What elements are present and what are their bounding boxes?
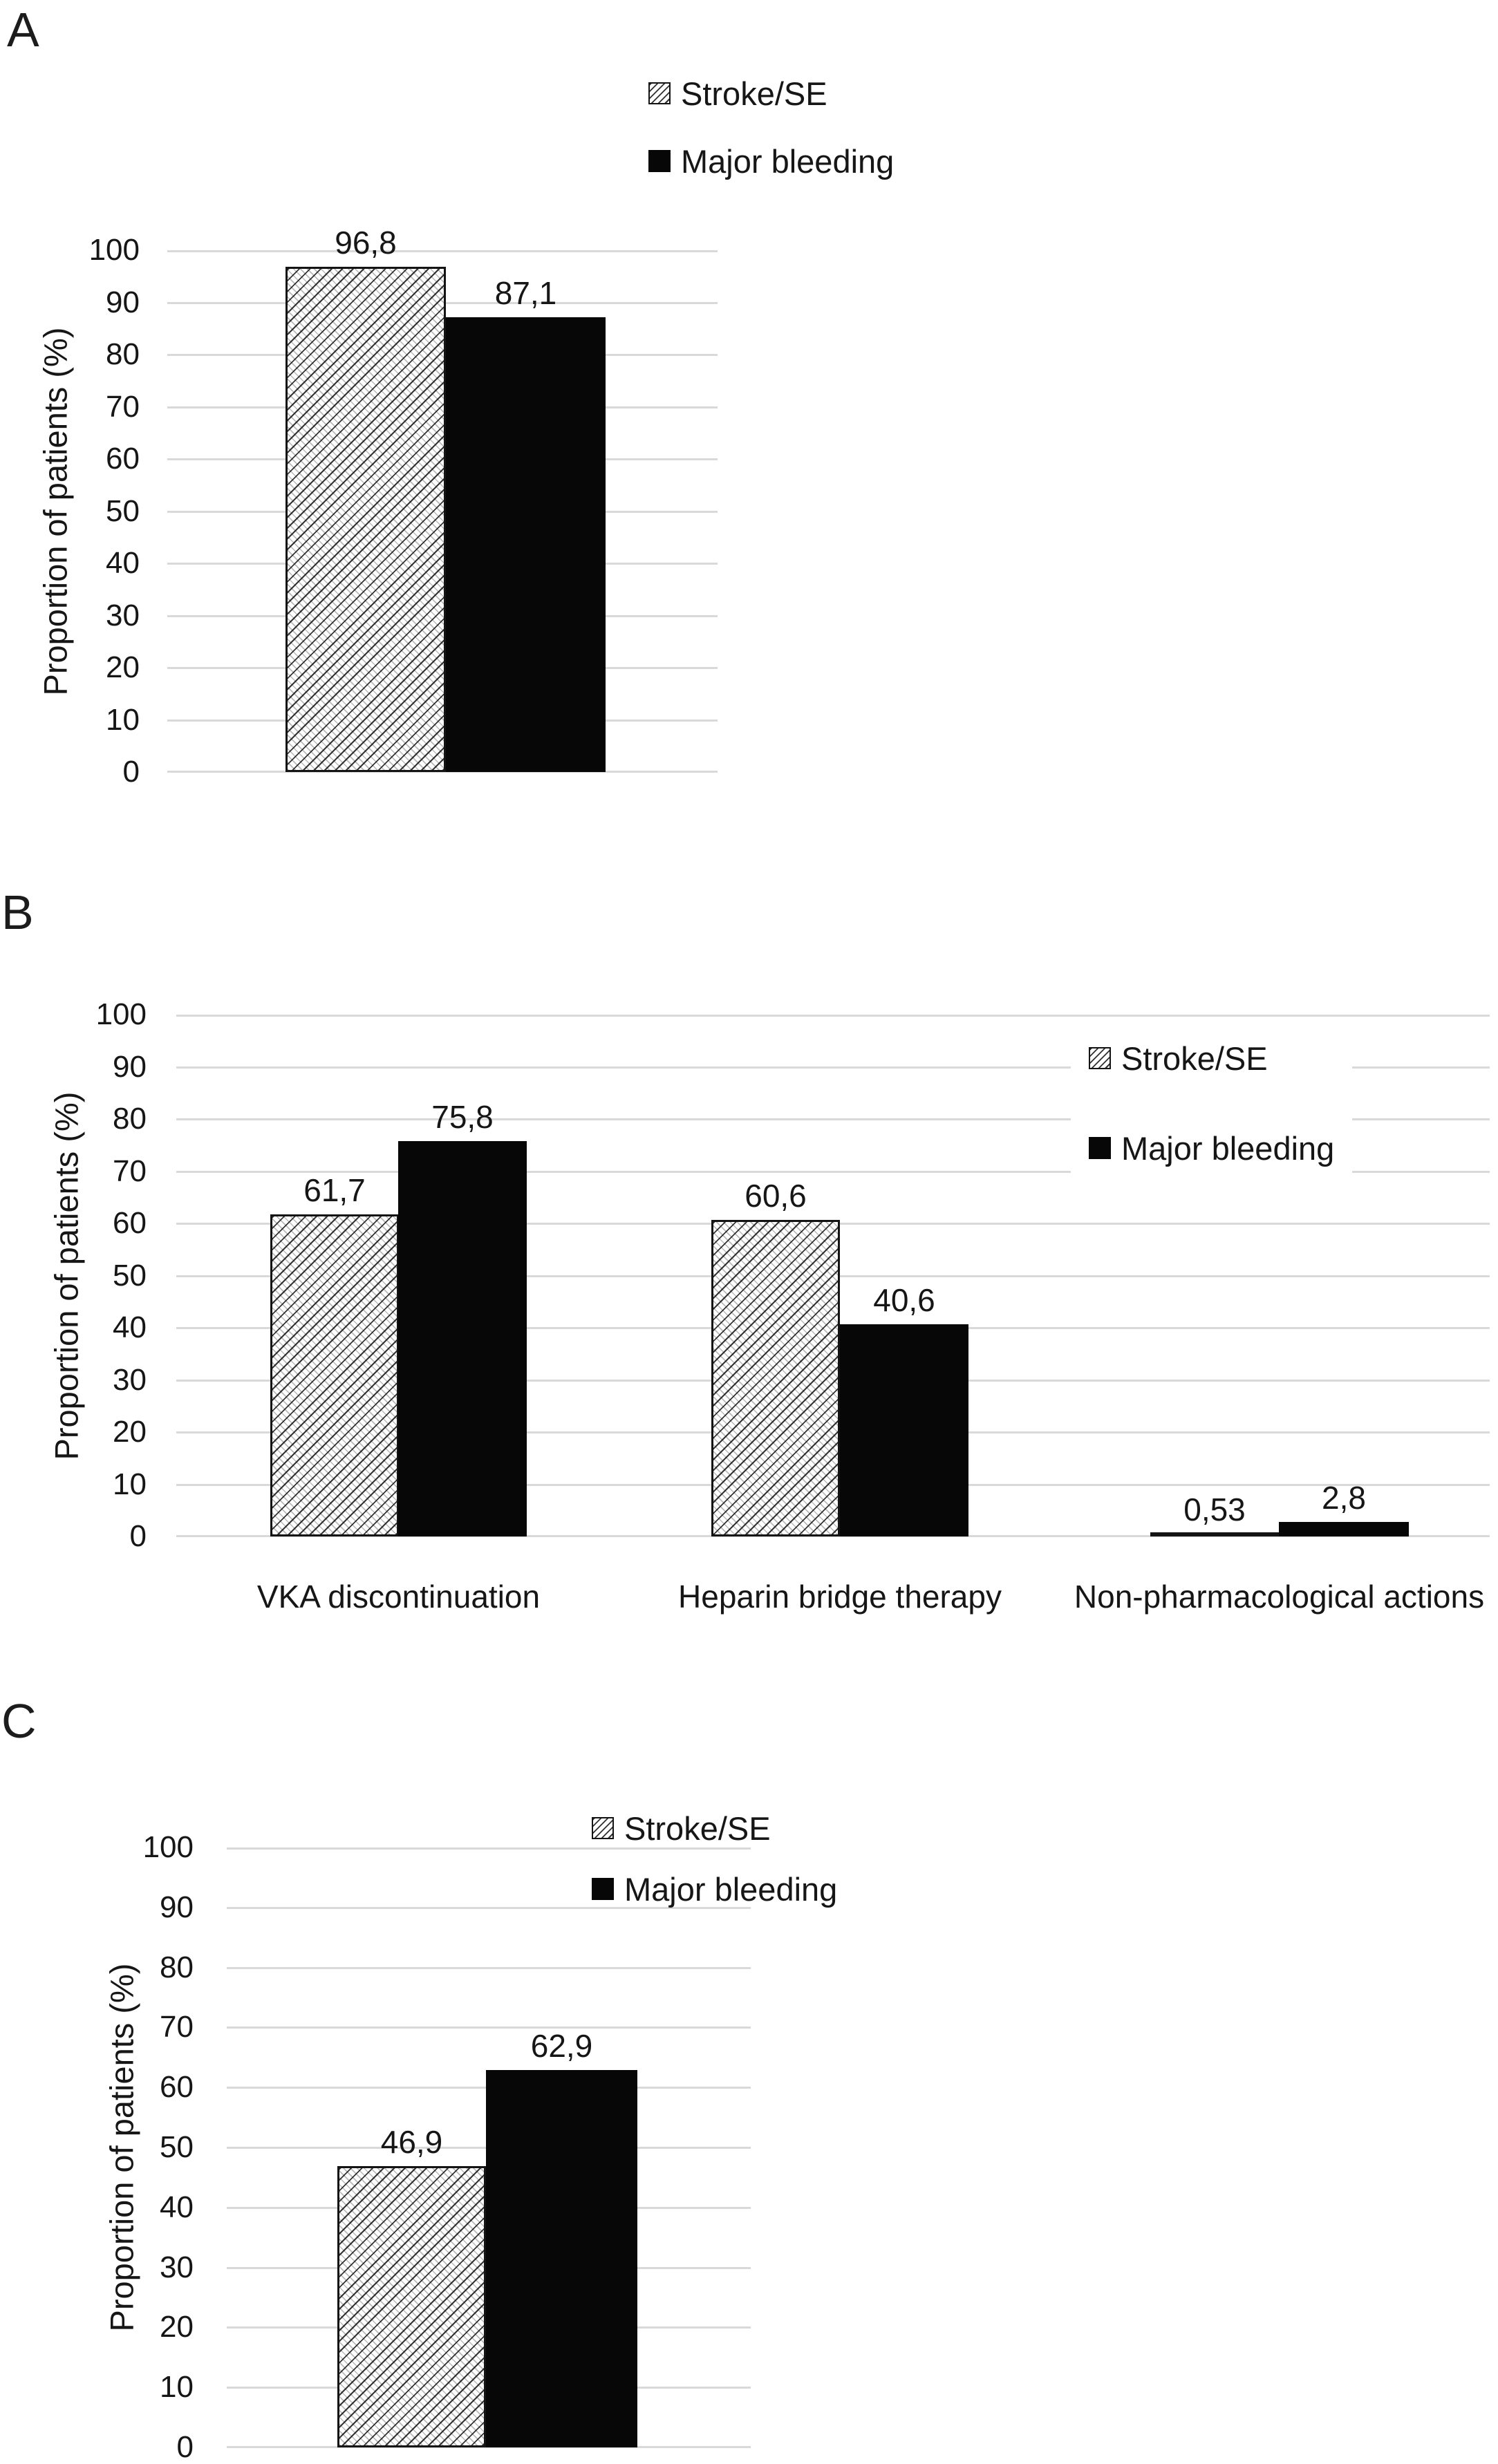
bar-major-bleeding-3 (1279, 1522, 1409, 1536)
legend-panel-a: Stroke/SE Major bleeding (648, 75, 895, 180)
y-tick-label-100: 100 (95, 997, 147, 1031)
gridline-70 (176, 1170, 1490, 1173)
y-tick-label-60: 60 (113, 1206, 147, 1240)
y-tick-label-0: 0 (122, 755, 140, 789)
stroke-se-hatched-swatch-icon (1089, 1047, 1111, 1069)
y-tick-label-50: 50 (113, 1258, 147, 1292)
y-tick-label-10: 10 (113, 1467, 147, 1501)
gridline-90 (176, 1066, 1490, 1069)
panel-c-letter: C (1, 1694, 37, 1748)
y-tick-label-20: 20 (106, 650, 140, 684)
gridline-100 (227, 1847, 751, 1850)
legend-label-stroke-se: Stroke/SE (1121, 1040, 1268, 1077)
bar-major-bleeding-1 (398, 1141, 527, 1536)
value-label-major-bleeding: 87,1 (494, 275, 557, 311)
y-tick-label-90: 90 (160, 1890, 194, 1924)
stroke-se-hatched-swatch-icon (592, 1817, 614, 1839)
y-tick-label-100: 100 (142, 1830, 194, 1864)
bar-stroke-se (337, 2166, 486, 2447)
panel-b-y-axis-title: Proportion of patients (%) (48, 1091, 85, 1460)
legend-item-stroke-se: Stroke/SE (1089, 1040, 1334, 1077)
legend-item-stroke-se: Stroke/SE (592, 1809, 837, 1847)
y-tick-label-90: 90 (113, 1049, 147, 1084)
bar-stroke-se-3 (1150, 1532, 1279, 1536)
y-tick-label-20: 20 (113, 1415, 147, 1449)
panel-c-y-axis-title: Proportion of patients (%) (103, 1963, 140, 2332)
major-bleeding-black-swatch-icon (648, 150, 671, 172)
legend-panel-c: Stroke/SE Major bleeding (592, 1809, 838, 1908)
y-tick-label-20: 20 (160, 2310, 194, 2344)
y-tick-label-0: 0 (129, 1519, 147, 1553)
y-tick-label-70: 70 (106, 389, 140, 424)
legend-item-major-bleeding: Major bleeding (592, 1870, 838, 1908)
y-tick-label-90: 90 (106, 285, 140, 319)
panel-a-plot-area: 96,8 87,1 (167, 227, 718, 773)
y-tick-label-40: 40 (160, 2190, 194, 2224)
bar-stroke-se-2 (711, 1220, 840, 1536)
y-tick-label-50: 50 (160, 2130, 194, 2164)
legend-item-major-bleeding: Major bleeding (648, 142, 895, 180)
panel-c-plot-area: 46,9 62,9 (227, 1847, 751, 2448)
y-tick-label-70: 70 (160, 2010, 194, 2044)
y-tick-label-10: 10 (106, 702, 140, 737)
value-label-major-bleeding-1: 75,8 (431, 1099, 494, 1135)
y-tick-label-10: 10 (160, 2370, 194, 2405)
panel-b-plot-area: 61,7 60,6 0,53 75,8 40,6 2,8 VKA discontinuati… (176, 1015, 1490, 1614)
gridline-70 (227, 2026, 751, 2029)
legend-panel-b: Stroke/SE Major bleeding (1071, 1023, 1353, 1183)
gridline-100 (176, 1015, 1490, 1017)
y-tick-label-80: 80 (106, 337, 140, 371)
major-bleeding-black-swatch-icon (1089, 1137, 1111, 1159)
y-tick-label-50: 50 (106, 493, 140, 528)
legend-item-stroke-se: Stroke/SE (648, 75, 894, 112)
y-tick-label-70: 70 (113, 1154, 147, 1188)
major-bleeding-black-swatch-icon (592, 1878, 614, 1900)
legend-label-major-bleeding: Major bleeding (681, 142, 895, 180)
y-tick-label-80: 80 (160, 1950, 194, 1984)
bar-major-bleeding (486, 2070, 637, 2447)
gridline-80 (227, 1966, 751, 1969)
value-label-stroke-se-3: 0,53 (1183, 1492, 1246, 1527)
value-label-stroke-se-1: 61,7 (303, 1172, 366, 1208)
legend-item-major-bleeding: Major bleeding (1089, 1129, 1335, 1167)
gridline-100 (167, 250, 718, 252)
category-label-1: VKA discontinuation (256, 1579, 541, 1615)
value-label-stroke-se: 96,8 (335, 225, 397, 261)
value-label-stroke-se: 46,9 (380, 2124, 443, 2160)
legend-label-major-bleeding: Major bleeding (1121, 1129, 1335, 1167)
legend-label-stroke-se: Stroke/SE (624, 1809, 771, 1847)
panel-b-letter: B (1, 885, 34, 939)
category-label-2: Heparin bridge therapy (678, 1579, 1002, 1615)
panel-a-letter: A (7, 3, 39, 57)
y-tick-label-30: 30 (106, 598, 140, 632)
y-tick-label-60: 60 (160, 2070, 194, 2105)
y-tick-label-80: 80 (113, 1102, 147, 1136)
bar-major-bleeding-2 (840, 1324, 968, 1536)
gridline-80 (176, 1118, 1490, 1120)
y-tick-label-40: 40 (106, 546, 140, 580)
y-tick-label-30: 30 (160, 2250, 194, 2284)
y-tick-label-30: 30 (113, 1362, 147, 1397)
y-tick-label-40: 40 (113, 1310, 147, 1344)
category-label-3: Non-pharmacological actions (1074, 1579, 1485, 1615)
value-label-stroke-se-2: 60,6 (745, 1178, 807, 1214)
value-label-major-bleeding: 62,9 (530, 2028, 593, 2064)
legend-label-major-bleeding: Major bleeding (624, 1870, 838, 1908)
y-tick-label-0: 0 (176, 2430, 194, 2464)
gridline-90 (227, 1906, 751, 1909)
legend-label-stroke-se: Stroke/SE (681, 75, 827, 112)
y-tick-label-60: 60 (106, 442, 140, 476)
bar-major-bleeding (446, 317, 606, 772)
value-label-major-bleeding-3: 2,8 (1322, 1480, 1366, 1516)
bar-stroke-se-1 (270, 1214, 399, 1536)
stroke-se-hatched-swatch-icon (648, 82, 671, 104)
value-label-major-bleeding-2: 40,6 (873, 1282, 935, 1318)
y-tick-label-100: 100 (88, 233, 140, 267)
panel-a-y-axis-title: Proportion of patients (%) (37, 327, 74, 696)
bar-stroke-se (285, 267, 446, 772)
